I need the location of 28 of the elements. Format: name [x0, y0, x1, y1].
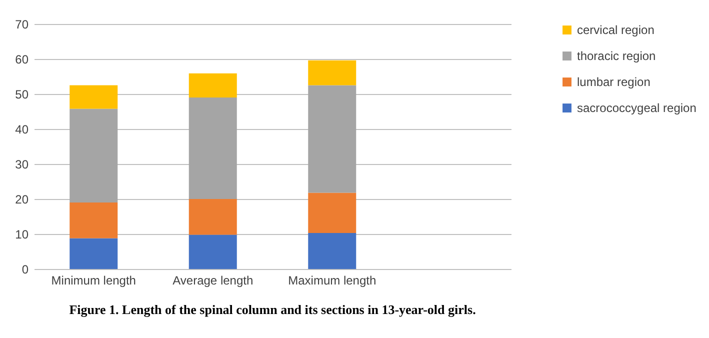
y-tick-label: 20 — [15, 192, 29, 206]
y-tick-label: 50 — [15, 88, 29, 102]
legend-label: sacrococcygeal region — [577, 101, 696, 115]
bar — [308, 60, 356, 86]
bar — [70, 238, 118, 269]
bar — [70, 85, 118, 109]
text: Figure 1. Length of the spinal column and its sections in 13-year-old girls. — [69, 302, 476, 317]
bar — [188, 73, 237, 98]
legend-label: lumbar region — [577, 75, 650, 89]
bar — [308, 85, 356, 193]
bar — [70, 108, 118, 202]
y-tick-label: 30 — [15, 158, 29, 172]
y-tick-label: 10 — [15, 228, 29, 242]
bar — [188, 234, 237, 269]
bar — [308, 232, 356, 269]
y-tick-label: 60 — [15, 52, 29, 66]
legend-label: thoracic region — [577, 49, 656, 63]
y-tick-label: 0 — [22, 262, 29, 276]
bar — [308, 192, 356, 233]
y-tick-label: 40 — [15, 122, 29, 136]
bar — [188, 199, 237, 235]
legend-label: cervical region — [577, 23, 654, 37]
x-tick-label: Minimum length — [51, 274, 136, 288]
bar — [188, 98, 237, 199]
x-tick-label: Average length — [172, 274, 254, 288]
x-tick-label: Maximum length — [288, 274, 376, 288]
bar — [70, 202, 118, 238]
y-tick-label: 70 — [15, 18, 29, 32]
